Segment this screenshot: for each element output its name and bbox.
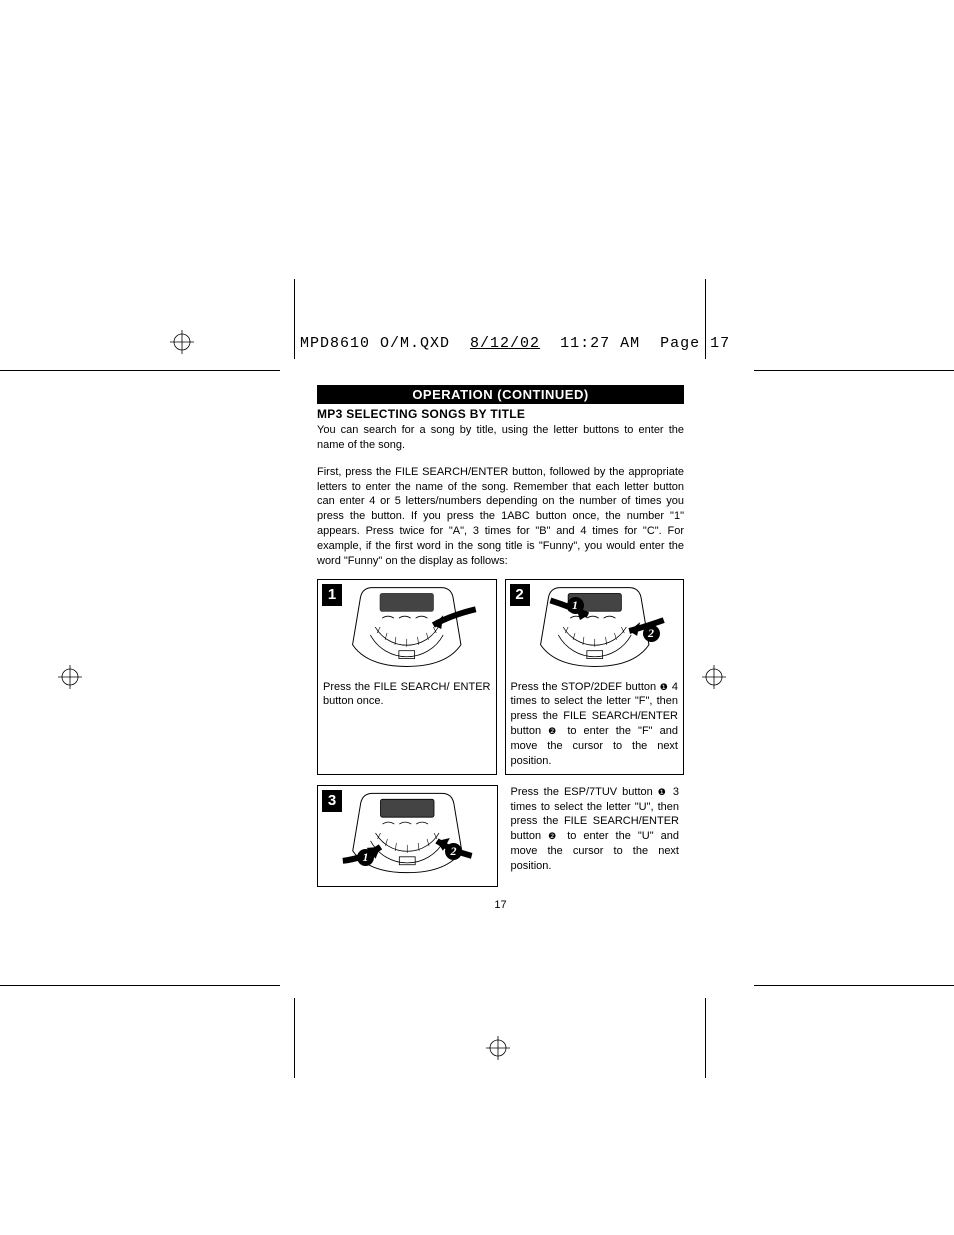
registration-mark-icon [702, 665, 726, 689]
step-2-box: 2 [505, 579, 685, 775]
registration-mark-icon [170, 330, 194, 354]
page-number: 17 [317, 899, 684, 911]
device-illustration [323, 585, 491, 675]
step-2-text: Press the STOP/2DEF button ❶ 4 times to … [511, 681, 679, 767]
step-row-1: 1 [317, 579, 684, 775]
step-3-text-box: Press the ESP/7TUV button ❶ 3 times to s… [506, 785, 685, 879]
step-1-text: Press the FILE SEARCH/ ENTER button once… [323, 681, 491, 708]
step-1-number: 1 [322, 584, 342, 606]
step-row-2: 3 [317, 785, 684, 887]
step-3-box: 3 [317, 785, 498, 887]
step-3-number: 3 [322, 790, 342, 812]
section-title: MP3 SELECTING SONGS BY TITLE [317, 407, 684, 421]
header-page: Page 17 [660, 335, 730, 352]
callout-1: 1 [567, 597, 584, 614]
crop-mark [705, 998, 706, 1078]
header-filename: MPD8610 O/M.QXD [300, 335, 450, 352]
callout-2: 2 [643, 625, 660, 642]
registration-mark-icon [486, 1036, 510, 1060]
step-2-figure: 2 [511, 585, 679, 675]
callout-2: 2 [445, 843, 462, 860]
section-header-bar: OPERATION (CONTINUED) [317, 385, 684, 404]
header-date: 8/12/02 [470, 335, 540, 352]
crop-mark [0, 985, 280, 986]
crop-mark [754, 370, 954, 371]
crop-mark [294, 279, 295, 359]
page-content: OPERATION (CONTINUED) MP3 SELECTING SONG… [317, 385, 684, 911]
crop-mark [294, 998, 295, 1078]
print-header: MPD8610 O/M.QXD 8/12/02 11:27 AM Page 17 [300, 335, 730, 352]
step-1-box: 1 [317, 579, 497, 775]
step-2-number: 2 [510, 584, 530, 606]
step-3-text: Press the ESP/7TUV button ❶ 3 times to s… [511, 786, 680, 872]
intro-paragraph-2: First, press the FILE SEARCH/ENTER butto… [317, 465, 684, 569]
intro-paragraph-1: You can search for a song by title, usin… [317, 423, 684, 453]
header-time: 11:27 AM [560, 335, 640, 352]
step-3-figure: 3 [323, 791, 492, 881]
crop-mark [0, 370, 280, 371]
step-1-figure: 1 [323, 585, 491, 675]
callout-1: 1 [357, 849, 374, 866]
crop-mark [754, 985, 954, 986]
registration-mark-icon [58, 665, 82, 689]
device-illustration [323, 791, 492, 881]
